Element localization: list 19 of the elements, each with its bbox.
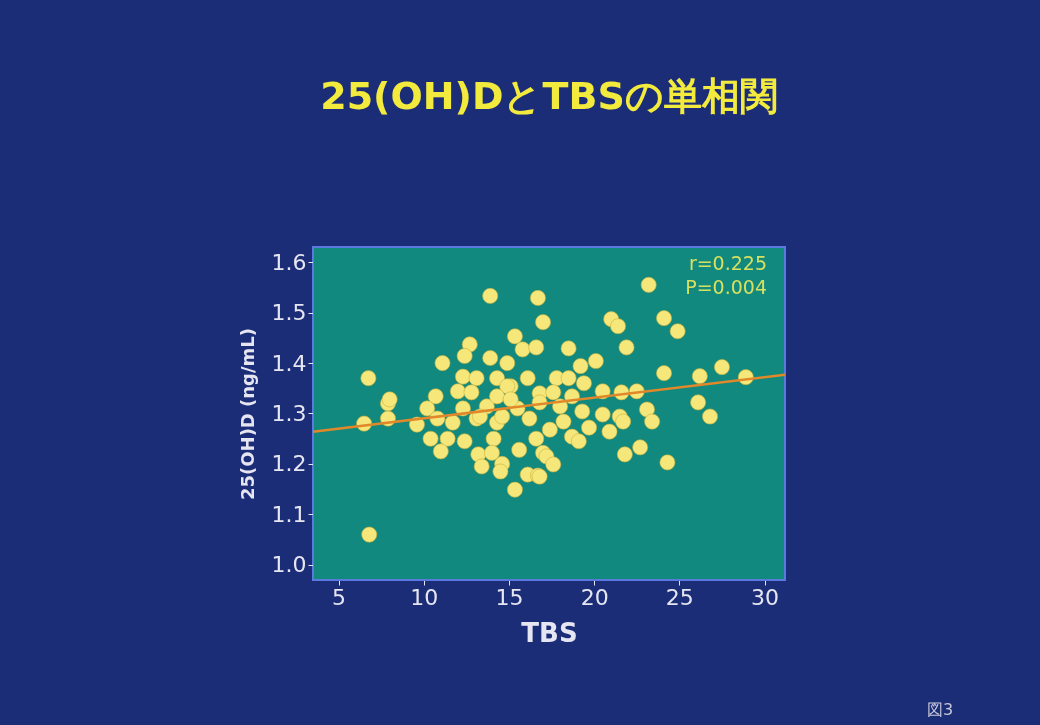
y-tick-label: 1.5	[271, 300, 307, 326]
y-tick-label: 1.6	[271, 249, 307, 275]
x-tick-label: 5	[332, 584, 347, 610]
x-tick-label: 20	[580, 584, 609, 610]
y-tick-label: 1.2	[271, 451, 307, 477]
y-tick-label: 1.0	[271, 552, 307, 578]
x-axis-title: TBS	[521, 617, 578, 648]
x-tick-label: 25	[665, 584, 694, 610]
x-tick-label: 30	[751, 584, 780, 610]
annotation: r=0.225	[688, 252, 767, 274]
caption: 図3	[926, 700, 954, 719]
x-tick-label: 10	[410, 584, 439, 610]
y-tick-label: 1.1	[271, 501, 307, 527]
y-axis-title: 25(OH)D (ng/mL)	[236, 327, 258, 501]
y-tick-label: 1.4	[271, 350, 307, 376]
y-tick-label: 1.3	[271, 401, 307, 426]
x-tick-label: 15	[495, 584, 524, 610]
annotation: P=0.004	[685, 276, 767, 298]
chart-title: 25(OH)DとTBSの単相関	[320, 74, 778, 118]
